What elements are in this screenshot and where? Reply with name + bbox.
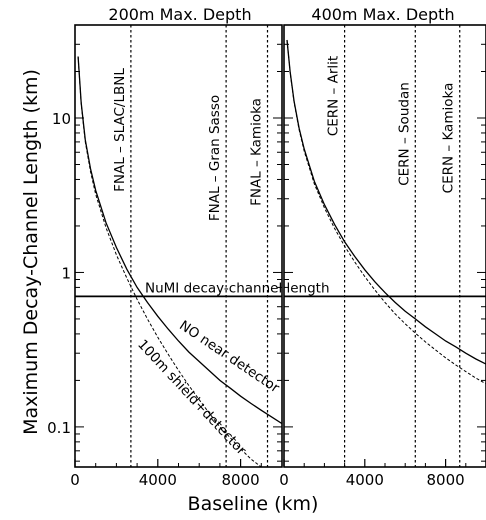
curve-no-near-detector: [286, 39, 486, 365]
panel-title-right: 400m Max. Depth: [311, 5, 454, 24]
baseline-marker-label: CERN – Soudan: [396, 82, 412, 186]
numi-label: NuMI decay-channel length: [145, 280, 330, 296]
x-tick-label: 8000: [427, 471, 465, 489]
baseline-marker-label: FNAL – Gran Sasso: [207, 95, 223, 221]
y-tick-label: 1: [61, 264, 71, 282]
no-near-detector-label: NO near detector: [176, 318, 282, 397]
y-tick-label: 10: [52, 110, 71, 128]
x-axis-label: Baseline (km): [188, 493, 319, 515]
panel-right: 0 4000 8000 CERN – Arlit CERN – Soudan CERN –…: [279, 24, 486, 489]
plot-frame: [74, 24, 283, 468]
curve-shield-detector: [77, 56, 262, 467]
baseline-marker-label: FNAL – Kamioka: [249, 98, 265, 206]
y-axis-label: Maximum Decay-Channel Length (km): [20, 69, 42, 435]
x-tick-label: 4000: [346, 471, 384, 489]
curve-no-near-detector: [77, 56, 282, 425]
x-tick-label: 0: [279, 471, 289, 489]
baseline-marker-label: CERN – Arlit: [326, 56, 342, 136]
x-tick-label: 0: [70, 471, 80, 489]
curve-shield-detector: [286, 39, 486, 385]
panel-left: 0 4000 8000 0.1 1 10 NuMI decay-channel length…: [47, 24, 330, 489]
x-tick-label: 8000: [222, 471, 260, 489]
y-tick-label: 0.1: [47, 419, 71, 437]
panel-title-left: 200m Max. Depth: [108, 5, 251, 24]
x-tick-label: 4000: [139, 471, 177, 489]
baseline-marker-label: FNAL – SLAC/LBNL: [112, 68, 128, 192]
baseline-marker-label: CERN – Kamioka: [441, 83, 457, 194]
